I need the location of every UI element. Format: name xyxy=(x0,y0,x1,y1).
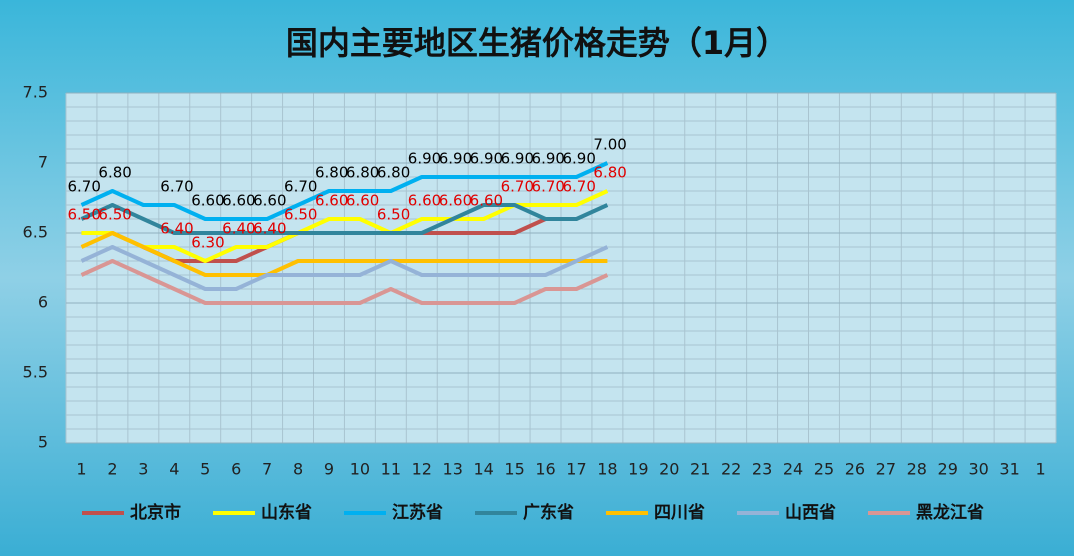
data-label: 6.60 xyxy=(408,192,441,210)
x-tick-label: 29 xyxy=(938,460,958,479)
y-tick-label: 5.5 xyxy=(23,363,48,382)
x-tick-label: 1 xyxy=(76,460,86,479)
data-label: 6.70 xyxy=(562,178,595,196)
data-label: 6.30 xyxy=(191,234,224,252)
legend-label: 北京市 xyxy=(130,502,181,523)
x-tick-label: 31 xyxy=(999,460,1019,479)
x-tick-label: 21 xyxy=(690,460,710,479)
data-label: 6.40 xyxy=(222,220,255,238)
data-label: 6.60 xyxy=(191,192,224,210)
data-label: 6.40 xyxy=(253,220,286,238)
y-tick-label: 7.5 xyxy=(23,83,48,102)
data-label: 6.60 xyxy=(222,192,255,210)
data-label: 6.60 xyxy=(346,192,379,210)
data-label: 6.50 xyxy=(67,206,100,224)
legend-label: 山西省 xyxy=(785,502,836,523)
chart-title: 国内主要地区生猪价格走势（1月） xyxy=(286,24,788,62)
x-tick-label: 17 xyxy=(566,460,586,479)
x-tick-label: 22 xyxy=(721,460,741,479)
data-label: 7.00 xyxy=(593,136,626,154)
x-tick-label: 8 xyxy=(293,460,303,479)
data-label: 6.80 xyxy=(98,164,131,182)
y-tick-label: 5 xyxy=(38,433,48,452)
x-tick-label: 27 xyxy=(876,460,896,479)
x-tick-label: 10 xyxy=(350,460,370,479)
x-tick-label: 18 xyxy=(597,460,617,479)
x-tick-label: 19 xyxy=(628,460,648,479)
data-label: 6.80 xyxy=(593,164,626,182)
data-label: 6.90 xyxy=(439,150,472,168)
data-label: 6.80 xyxy=(377,164,410,182)
data-label: 6.40 xyxy=(160,220,193,238)
y-tick-label: 6.5 xyxy=(23,223,48,242)
x-tick-label: 15 xyxy=(504,460,524,479)
x-tick-label: 13 xyxy=(443,460,463,479)
legend-label: 黑龙江省 xyxy=(916,502,984,523)
data-label: 6.90 xyxy=(470,150,503,168)
legend-label: 山东省 xyxy=(261,502,312,523)
x-tick-label: 1 xyxy=(1035,460,1045,479)
series-line xyxy=(81,189,609,263)
data-label: 6.60 xyxy=(470,192,503,210)
x-tick-label: 23 xyxy=(752,460,772,479)
series-line xyxy=(80,245,609,291)
x-tick-label: 25 xyxy=(814,460,834,479)
legend-label: 广东省 xyxy=(523,502,574,523)
data-label: 6.70 xyxy=(501,178,534,196)
series-line xyxy=(80,259,609,305)
data-label: 6.50 xyxy=(284,206,317,224)
data-label: 6.90 xyxy=(408,150,441,168)
data-label: 6.50 xyxy=(98,206,131,224)
x-tick-label: 20 xyxy=(659,460,679,479)
x-tick-label: 7 xyxy=(262,460,272,479)
data-label: 6.90 xyxy=(501,150,534,168)
data-label: 6.70 xyxy=(284,178,317,196)
data-label: 6.70 xyxy=(67,178,100,196)
legend-label: 四川省 xyxy=(654,502,705,523)
data-label: 6.80 xyxy=(346,164,379,182)
legend-label: 江苏省 xyxy=(392,502,443,523)
x-tick-label: 2 xyxy=(107,460,117,479)
data-label: 6.50 xyxy=(377,206,410,224)
data-label: 6.70 xyxy=(160,178,193,196)
x-tick-label: 16 xyxy=(535,460,555,479)
data-label: 6.90 xyxy=(532,150,565,168)
series-line xyxy=(80,161,609,221)
data-label: 6.70 xyxy=(532,178,565,196)
y-tick-label: 7 xyxy=(38,153,48,172)
x-tick-label: 11 xyxy=(381,460,401,479)
x-tick-label: 30 xyxy=(968,460,988,479)
x-tick-label: 3 xyxy=(138,460,148,479)
x-tick-label: 14 xyxy=(473,460,493,479)
x-tick-label: 24 xyxy=(783,460,803,479)
x-tick-label: 12 xyxy=(412,460,432,479)
y-tick-label: 6 xyxy=(38,293,48,312)
series-line xyxy=(80,231,608,277)
x-tick-label: 5 xyxy=(200,460,210,479)
data-label: 6.60 xyxy=(315,192,348,210)
data-label: 6.60 xyxy=(439,192,472,210)
data-label: 6.80 xyxy=(315,164,348,182)
x-tick-label: 4 xyxy=(169,460,179,479)
series-line xyxy=(80,203,609,235)
data-label: 6.60 xyxy=(253,192,286,210)
x-tick-label: 6 xyxy=(231,460,241,479)
x-tick-label: 28 xyxy=(907,460,927,479)
data-label: 6.90 xyxy=(562,150,595,168)
x-tick-label: 9 xyxy=(324,460,334,479)
x-tick-label: 26 xyxy=(845,460,865,479)
